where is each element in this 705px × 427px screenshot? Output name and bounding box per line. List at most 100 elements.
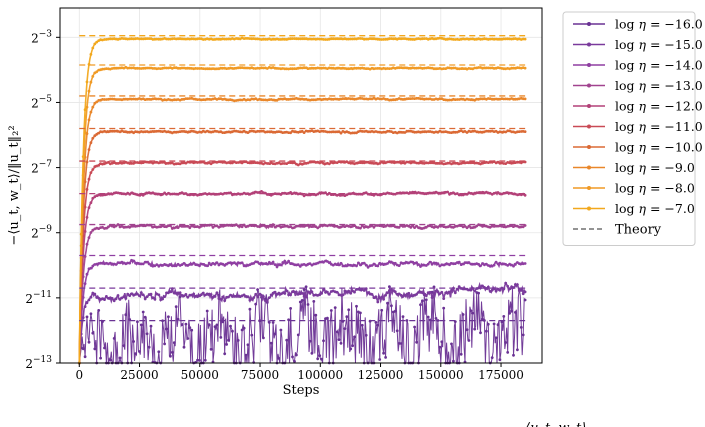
series-point — [372, 225, 376, 229]
y-tick-label: 2−13 — [25, 355, 52, 371]
series-point — [465, 226, 469, 230]
series-point — [215, 291, 219, 295]
x-tick-label: 175000 — [478, 368, 524, 382]
series-point — [302, 98, 306, 101]
series-point — [362, 97, 366, 101]
series-point — [198, 264, 201, 268]
series-point — [289, 131, 292, 135]
series-point — [308, 339, 312, 343]
series-point — [428, 161, 432, 165]
series-point — [337, 37, 341, 41]
series-point — [180, 323, 184, 326]
series-point — [506, 351, 510, 354]
series-point — [390, 304, 393, 308]
series-point — [139, 291, 143, 294]
series-point — [300, 292, 304, 295]
series-point — [415, 292, 418, 296]
y-axis: 2−13 2−11 2−9 2−7 2−5 2−3 — [25, 29, 60, 371]
series-point — [190, 37, 194, 41]
series-markers — [77, 160, 527, 365]
legend-entry: log η = −9.0 — [573, 160, 695, 175]
series-point — [118, 356, 122, 360]
series-point — [457, 285, 461, 288]
series-point — [143, 315, 147, 319]
series-point — [145, 295, 149, 298]
series-point — [357, 161, 360, 165]
series-point — [279, 328, 283, 332]
series-point — [291, 161, 294, 165]
series-point — [467, 288, 471, 292]
series-point — [126, 261, 130, 265]
series-point — [401, 315, 405, 318]
series-point — [87, 148, 91, 152]
series-point — [438, 345, 442, 349]
caption-fragment: ⟨u_t, w_t⟩ — [525, 421, 586, 427]
series-point — [265, 262, 269, 266]
legend-swatch-marker — [587, 83, 591, 88]
series-point — [339, 261, 343, 265]
series-point — [355, 264, 358, 268]
legend-entry: log η = −13.0 — [573, 78, 703, 93]
series-point — [262, 66, 265, 70]
series-point — [229, 324, 232, 328]
series-point — [138, 294, 141, 298]
series-point — [397, 37, 401, 40]
series-point — [176, 317, 180, 321]
series-point — [215, 37, 219, 41]
series-point — [147, 345, 151, 349]
series-point — [136, 66, 139, 70]
series-point — [504, 37, 508, 41]
series-point — [118, 298, 122, 301]
series-point — [172, 341, 176, 345]
legend-box — [562, 11, 696, 246]
series-point — [417, 66, 420, 70]
x-tick-label: 50000 — [181, 368, 219, 382]
series-point — [192, 292, 196, 296]
series-point — [89, 171, 93, 175]
series-point — [273, 332, 277, 336]
series-point — [277, 38, 281, 41]
series-point — [467, 339, 471, 342]
series-point — [227, 223, 230, 227]
series-point — [517, 130, 521, 134]
series-point — [494, 336, 498, 340]
series-point — [391, 37, 395, 41]
series-point — [130, 292, 134, 296]
series-point — [108, 358, 112, 362]
series-point — [95, 100, 99, 104]
series-point — [207, 261, 211, 265]
series-point — [87, 177, 91, 181]
series-point — [277, 263, 281, 267]
series-point — [353, 131, 356, 135]
series-point — [364, 333, 368, 337]
series-point — [322, 38, 325, 41]
series-point — [353, 335, 356, 339]
series-point — [155, 263, 159, 266]
series-point — [467, 224, 471, 228]
series-point — [519, 326, 523, 329]
series-point — [291, 97, 294, 101]
series-point — [296, 263, 300, 266]
series-point — [403, 66, 407, 70]
series-point — [291, 67, 294, 71]
series-point — [488, 290, 492, 293]
series-point — [138, 350, 141, 353]
series-point — [254, 292, 258, 296]
series-point — [130, 162, 134, 165]
series-point — [91, 75, 95, 78]
series-point — [357, 37, 360, 40]
series-point — [322, 288, 325, 292]
series-point — [149, 292, 153, 296]
series-point — [147, 262, 151, 266]
series-point — [316, 357, 320, 361]
series-point — [180, 225, 184, 228]
series-point — [246, 131, 250, 135]
series-point — [285, 289, 289, 293]
series-point — [85, 216, 89, 219]
series-point — [382, 297, 385, 301]
series-point — [486, 322, 490, 326]
series-point — [271, 260, 275, 264]
y-tick-label: 2−5 — [31, 94, 52, 110]
series-point — [393, 309, 397, 313]
